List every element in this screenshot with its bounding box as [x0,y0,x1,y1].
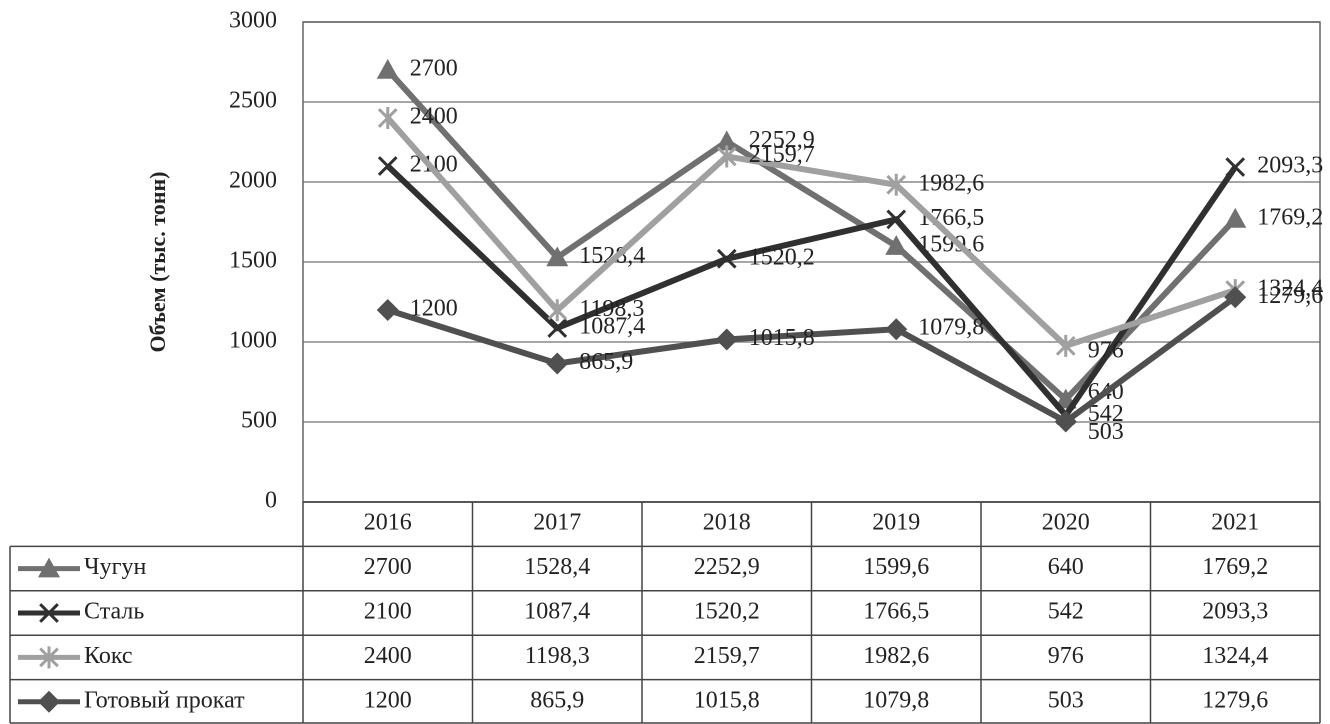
data-label: 503 [1088,419,1124,445]
point-marker [1225,157,1246,177]
data-label: 865,9 [579,349,633,375]
table-cell: 1324,4 [1202,643,1268,669]
point-marker [1224,286,1247,309]
table-cell: 976 [1048,643,1084,669]
point-marker [716,145,737,168]
legend-label: Сталь [84,599,144,625]
point-marker [376,59,399,79]
point-marker [716,248,737,269]
point-marker [377,156,398,176]
series-line [385,116,1237,350]
series-line [386,294,1238,426]
table-cell: 2093,3 [1202,599,1268,625]
x-tick-label: 2017 [533,510,581,536]
table-cell: 640 [1048,554,1084,580]
data-label: 1087,4 [579,314,645,340]
x-tick-label: 2019 [872,510,920,536]
legend-marker [39,646,59,669]
y-tick-label: 500 [241,408,277,434]
table-cell: 1766,5 [863,599,929,625]
point-marker [546,246,569,267]
y-tick-label: 2000 [229,168,277,194]
y-tick-label: 1500 [229,248,277,274]
data-label: 1520,2 [749,244,815,270]
point-marker [547,299,568,322]
legend-label: Кокс [84,643,133,669]
data-label: 1079,8 [918,315,984,341]
point-marker [1055,334,1076,357]
series-line [385,163,1238,421]
point-marker [886,209,907,230]
point-marker [886,173,907,196]
legend-label: Готовый прокат [84,687,245,713]
table-cell: 542 [1048,599,1084,625]
data-label: 2400 [410,104,458,130]
table-cell: 1087,4 [524,599,590,625]
table-cell: 2159,7 [694,643,760,669]
data-label: 2093,3 [1257,153,1323,179]
table-cell: 1200 [364,687,412,713]
table-cell: 1079,8 [863,687,929,713]
legend-marker [38,557,60,578]
data-label: 2252,9 [749,127,815,153]
y-tick-label: 2500 [229,88,277,114]
table-cell: 2252,9 [694,554,760,580]
x-tick-label: 2018 [703,510,751,536]
table-cell: 2700 [364,554,412,580]
table-cell: 1279,6 [1202,687,1268,713]
x-tick-label: 2016 [364,510,412,536]
y-tick-label: 3000 [229,8,277,34]
data-label: 2159,7 [749,142,815,168]
data-label: 1279,6 [1257,283,1323,309]
table-cell: 1528,4 [524,554,590,580]
legend-label: Чугун [84,554,146,580]
table-cell: 1982,6 [863,643,929,669]
legend-marker [38,690,60,713]
point-marker [715,328,738,351]
data-label: 2700 [410,56,458,82]
table-cell: 865,9 [530,687,584,713]
point-marker [1224,207,1247,228]
x-tick-label: 2020 [1042,510,1090,536]
data-label: 1200 [410,296,458,322]
table-cell: 1015,8 [694,687,760,713]
data-label: 1198,3 [579,296,644,322]
point-marker [376,299,399,321]
point-marker [885,318,908,341]
table-cell: 1198,3 [525,643,590,669]
data-label: 976 [1088,337,1124,363]
table-cell: 1599,6 [863,554,929,580]
point-marker [1054,410,1077,433]
point-marker [547,318,568,338]
table-cell: 1769,2 [1202,554,1268,580]
y-tick-label: 0 [265,488,277,514]
table-cell: 503 [1048,687,1084,713]
data-label: 1015,8 [749,325,815,351]
point-marker [377,107,398,129]
data-label: 1769,2 [1257,204,1323,230]
table-cell: 2100 [364,599,412,625]
y-tick-label: 1000 [229,328,277,354]
legend-marker [39,603,59,623]
x-tick-label: 2021 [1211,510,1259,536]
point-marker [715,130,738,151]
point-marker [885,235,908,255]
data-label: 1528,4 [579,243,645,269]
y-axis-label: Объем (тыс. тонн) [145,172,170,353]
data-label: 1324,4 [1257,276,1323,302]
table-cell: 2400 [364,643,412,669]
data-label: 542 [1088,401,1124,427]
data-label: 1982,6 [918,170,984,196]
table-cell: 1520,2 [694,599,760,625]
point-marker [546,352,569,375]
